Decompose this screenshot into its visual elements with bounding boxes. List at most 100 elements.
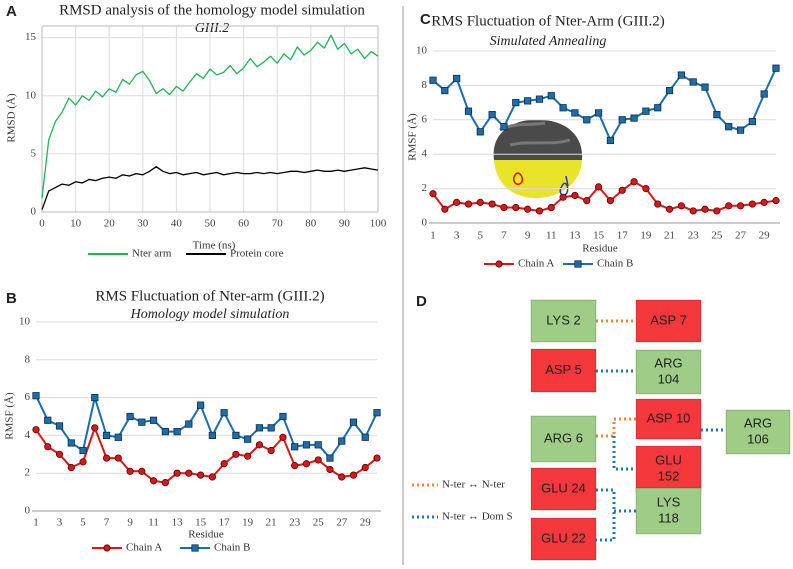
legend-marker	[574, 260, 582, 268]
chart-subtitle: Homology model simulation	[130, 307, 290, 322]
marker	[138, 418, 146, 426]
marker	[314, 456, 322, 464]
x-tick-label: 13	[172, 517, 184, 529]
protein-inset	[493, 119, 583, 198]
marker	[79, 446, 87, 455]
panel-label: C	[420, 11, 431, 28]
x-tick-label: 5	[478, 230, 484, 242]
residue-box	[530, 517, 597, 561]
series-line	[41, 34, 379, 199]
x-tick-label: 80	[305, 218, 317, 230]
x-tick-label: 23	[688, 230, 700, 242]
x-tick-label: 27	[336, 517, 348, 529]
marker	[512, 203, 520, 212]
x-axis-label: Time (ns)	[193, 240, 236, 252]
x-tick-label: 15	[593, 230, 605, 242]
x-tick-label: 60	[238, 218, 250, 230]
marker	[91, 424, 99, 432]
residue-label: ARG 6	[544, 430, 583, 445]
x-tick-label: 21	[266, 517, 277, 529]
x-tick-label: 0	[39, 218, 45, 230]
marker	[654, 200, 662, 208]
marker	[476, 198, 484, 206]
marker	[547, 92, 555, 100]
residue-label: ARG	[744, 415, 772, 430]
marker	[441, 205, 449, 213]
x-tick-label: 100	[370, 218, 387, 230]
x-tick-label: 7	[501, 230, 507, 242]
marker	[114, 454, 122, 462]
legend-label: Chain B	[597, 258, 633, 270]
marker	[701, 205, 709, 213]
marker	[488, 111, 496, 119]
x-tick-label: 9	[525, 230, 531, 242]
x-tick-label: 10	[70, 218, 82, 230]
marker	[689, 207, 697, 215]
y-tick-label: 8	[422, 79, 428, 91]
x-tick-label: 23	[289, 517, 301, 529]
marker	[32, 426, 40, 434]
marker	[748, 117, 756, 126]
marker	[185, 420, 193, 428]
marker	[760, 90, 768, 98]
residue-label: GLU 24	[541, 480, 586, 495]
y-tick-label: 5	[31, 147, 37, 159]
marker	[606, 197, 615, 205]
y-tick-label: 10	[416, 45, 428, 57]
marker	[91, 393, 99, 402]
marker	[267, 446, 275, 455]
marker	[464, 200, 473, 208]
marker	[161, 479, 169, 487]
marker	[736, 126, 745, 134]
x-tick-label: 25	[313, 517, 325, 529]
marker	[173, 428, 181, 436]
marker	[79, 458, 87, 466]
marker	[559, 193, 567, 201]
marker	[173, 469, 181, 477]
marker	[302, 460, 311, 468]
legend-label: N-ter ↔ N-ter	[442, 479, 505, 491]
chart-title: RMSD analysis of the homology model simu…	[59, 2, 365, 18]
residue-label: 106	[747, 431, 769, 446]
marker	[338, 473, 346, 481]
marker	[453, 198, 461, 206]
panel-label: B	[6, 290, 17, 307]
marker	[713, 111, 721, 119]
y-tick-label: 4	[25, 429, 31, 441]
marker	[220, 460, 228, 468]
marker	[429, 190, 437, 198]
panel-label: A	[6, 3, 17, 20]
residue-label: LYS 2	[546, 312, 580, 327]
series-line	[432, 67, 777, 142]
chart-subtitle: GIII.2	[195, 21, 230, 36]
legend-label: Chain A	[126, 542, 162, 554]
marker	[149, 416, 158, 424]
residue-box	[635, 487, 702, 535]
legend-label: Protein core	[230, 248, 284, 260]
marker	[725, 123, 733, 131]
residue-box	[635, 349, 702, 395]
marker	[220, 409, 228, 417]
marker	[244, 435, 252, 443]
x-tick-label: 70	[272, 218, 284, 230]
marker	[326, 454, 334, 462]
chart-title: RMS Fluctuation of Nter-arm (GIII.2)	[95, 288, 324, 304]
marker	[665, 86, 674, 95]
residue-box	[635, 398, 702, 440]
marker	[349, 471, 358, 479]
marker	[748, 200, 756, 208]
residue-label: 152	[658, 468, 680, 483]
x-tick-label: 29	[360, 517, 372, 529]
marker	[149, 477, 158, 485]
marker	[291, 462, 299, 470]
marker	[760, 198, 768, 206]
marker	[772, 64, 780, 72]
legend-marker	[103, 544, 111, 552]
x-tick-label: 90	[339, 218, 351, 230]
y-tick-label: 4	[422, 148, 428, 160]
marker	[512, 99, 520, 107]
marker	[476, 128, 484, 136]
marker	[349, 418, 358, 426]
marker	[535, 95, 544, 103]
marker	[488, 200, 496, 208]
